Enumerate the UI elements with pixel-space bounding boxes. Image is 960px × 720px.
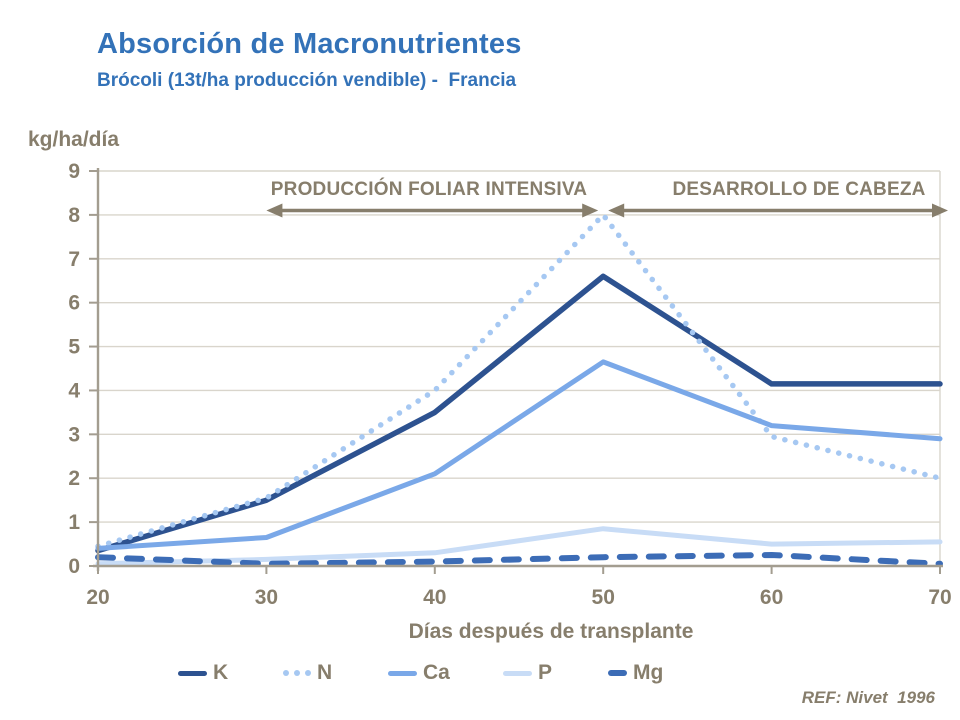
y-tick-label: 6 [68,292,80,315]
phase-arrowhead-left [608,203,625,218]
series-line-p [95,526,943,567]
y-tick-label: 5 [68,336,80,359]
x-tick-label: 50 [592,586,615,609]
y-tick-label: 3 [68,423,80,446]
x-tick-label: 70 [928,586,951,609]
legend-item-p: P [503,660,552,686]
phase-arrowhead-left [266,203,283,218]
legend-label-n: N [317,661,333,684]
y-tick-label: 4 [68,379,80,402]
reference-citation: REF: Nivet 1996 [801,688,935,707]
legend-item-n: N [283,660,332,686]
legend: K N Ca P Mg [0,660,960,686]
y-tick-label: 9 [68,160,80,183]
dot [283,670,289,676]
x-tick-label: 30 [255,586,278,609]
series-line-mg [95,552,943,567]
y-axis-unit-label: kg/ha/día [28,128,120,151]
phase-arrowhead-right [582,203,599,218]
chart-subtitle: Brócoli (13t/ha producción vendible) - F… [97,70,517,91]
legend-item-k: K [178,660,228,686]
y-tick-label: 0 [68,555,80,578]
annotation-desarrollo-cabeza: DESARROLLO DE CABEZA [672,179,926,200]
series-line-n [95,212,943,550]
chart-title: Absorción de Macronutrientes [97,28,522,60]
k-solid-line-swatch [178,670,207,676]
legend-label-ca: Ca [423,661,450,684]
legend-label-mg: Mg [633,661,664,684]
x-tick-label: 20 [86,586,109,609]
x-axis-label: Días después de transplante [408,620,694,643]
y-tick-label: 8 [68,204,80,227]
annotation-produccion-foliar: PRODUCCIÓN FOLIAR INTENSIVA [270,179,588,200]
y-tick-label: 7 [68,248,80,271]
legend-item-ca: Ca [388,660,450,686]
mg-dashed-line-swatch [608,670,627,676]
y-tick-label: 1 [68,511,80,534]
series-line-ca [95,359,943,551]
legend-label-k: K [213,661,229,684]
dot [305,670,311,676]
dot [294,670,300,676]
legend-label-p: P [538,661,553,684]
legend-item-mg: Mg [608,660,663,686]
p-solid-line-swatch [503,670,532,676]
x-tick-label: 60 [760,586,783,609]
x-tick-label: 40 [423,586,446,609]
phase-arrowhead-right [932,203,948,218]
n-dotted-line-swatch [283,670,311,676]
ca-solid-line-swatch [388,670,417,676]
y-tick-label: 2 [68,467,80,490]
